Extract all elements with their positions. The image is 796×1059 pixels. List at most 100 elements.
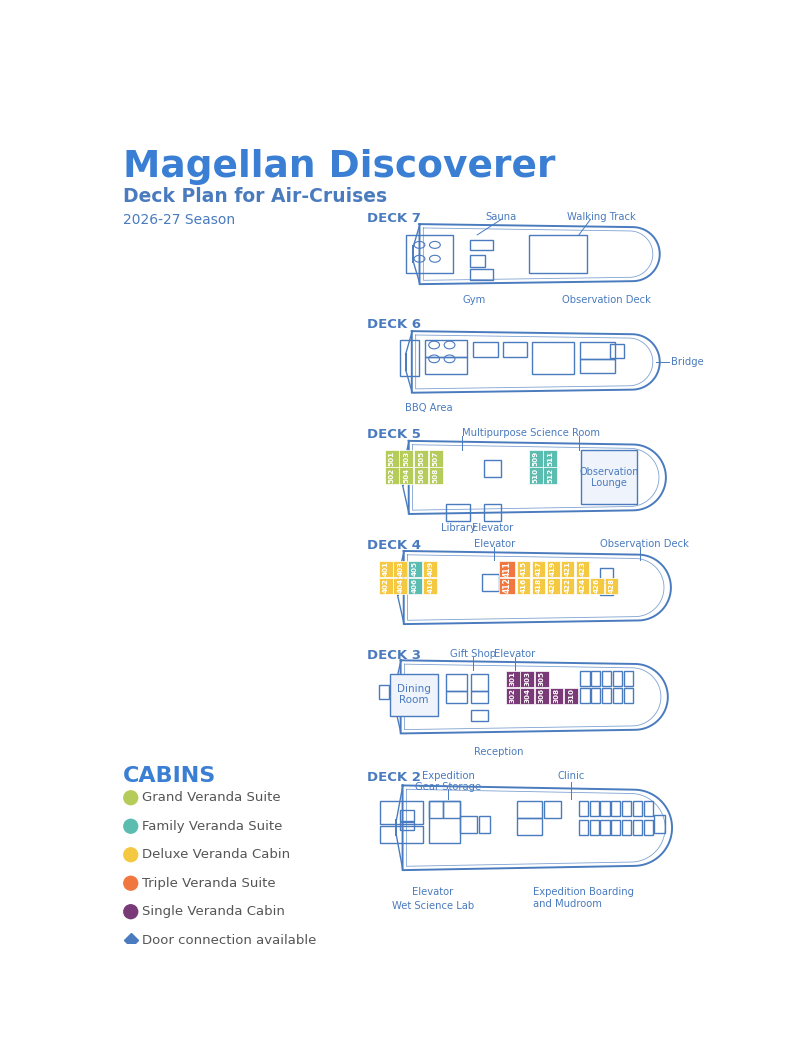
- Bar: [580, 670, 590, 686]
- Bar: [379, 685, 389, 699]
- Text: Walking Track: Walking Track: [568, 212, 636, 221]
- Text: 405: 405: [412, 561, 418, 576]
- Bar: [579, 820, 588, 836]
- Text: DECK 7: DECK 7: [367, 212, 421, 225]
- Bar: [474, 342, 498, 357]
- Text: Multipurpose Science Room: Multipurpose Science Room: [462, 428, 600, 438]
- Text: 420: 420: [550, 578, 556, 593]
- Text: 428: 428: [609, 578, 615, 593]
- Text: 418: 418: [536, 578, 541, 593]
- Text: 410: 410: [427, 578, 433, 593]
- Text: 2026-27 Season: 2026-27 Season: [123, 213, 235, 228]
- Circle shape: [124, 820, 138, 833]
- Text: 310: 310: [568, 688, 574, 703]
- Bar: [407, 235, 453, 273]
- Text: Door connection available: Door connection available: [142, 934, 317, 947]
- Bar: [482, 574, 499, 591]
- Bar: [561, 560, 574, 577]
- Text: Clinic: Clinic: [557, 771, 585, 780]
- Bar: [532, 560, 545, 577]
- Circle shape: [124, 876, 138, 891]
- Bar: [470, 269, 493, 280]
- Text: Elevator: Elevator: [412, 887, 453, 897]
- Text: DECK 4: DECK 4: [367, 539, 421, 552]
- Bar: [576, 560, 589, 577]
- Bar: [633, 801, 642, 816]
- Text: 421: 421: [564, 561, 571, 576]
- Text: 409: 409: [427, 561, 433, 576]
- Bar: [535, 670, 549, 687]
- Bar: [611, 801, 620, 816]
- Bar: [471, 710, 488, 721]
- Bar: [544, 801, 561, 818]
- Text: Wet Science Lab: Wet Science Lab: [392, 901, 474, 911]
- Text: 501: 501: [388, 451, 395, 466]
- Bar: [517, 577, 530, 594]
- Bar: [429, 801, 459, 843]
- Bar: [600, 801, 610, 816]
- Bar: [529, 450, 543, 467]
- Text: Elevator: Elevator: [474, 539, 515, 549]
- Bar: [602, 687, 611, 703]
- Text: 305: 305: [539, 671, 545, 686]
- Text: 505: 505: [418, 451, 424, 466]
- Text: DECK 2: DECK 2: [367, 771, 421, 784]
- Bar: [429, 467, 443, 484]
- Text: 506: 506: [418, 468, 424, 483]
- Bar: [400, 823, 414, 830]
- Bar: [393, 577, 408, 594]
- Bar: [425, 340, 467, 357]
- Bar: [561, 577, 574, 594]
- Bar: [532, 342, 574, 374]
- Bar: [581, 450, 637, 504]
- Text: Observation Deck: Observation Deck: [600, 539, 689, 549]
- Bar: [505, 687, 520, 704]
- Text: 419: 419: [550, 561, 556, 576]
- Bar: [600, 820, 610, 836]
- Bar: [564, 687, 578, 704]
- Text: DECK 5: DECK 5: [367, 428, 421, 442]
- Bar: [579, 801, 588, 816]
- Text: 424: 424: [579, 578, 585, 593]
- Bar: [623, 687, 633, 703]
- Text: 426: 426: [594, 578, 600, 593]
- Bar: [517, 560, 530, 577]
- Text: Deluxe Veranda Cabin: Deluxe Veranda Cabin: [142, 848, 291, 861]
- Text: 507: 507: [433, 451, 439, 466]
- Bar: [400, 810, 414, 821]
- Text: 509: 509: [533, 451, 539, 466]
- Bar: [590, 820, 599, 836]
- Text: Triple Veranda Suite: Triple Veranda Suite: [142, 877, 276, 890]
- Text: 415: 415: [521, 561, 527, 576]
- Bar: [379, 577, 392, 594]
- Text: Observation Deck: Observation Deck: [562, 295, 651, 305]
- Bar: [600, 568, 613, 580]
- Bar: [505, 670, 520, 687]
- Circle shape: [124, 848, 138, 862]
- Text: 412: 412: [502, 578, 512, 593]
- Text: 417: 417: [536, 561, 541, 576]
- Text: 404: 404: [397, 578, 404, 593]
- Text: 423: 423: [579, 561, 585, 576]
- Bar: [644, 801, 653, 816]
- Bar: [576, 577, 589, 594]
- Bar: [611, 820, 620, 836]
- Text: Gym: Gym: [462, 295, 486, 305]
- Bar: [654, 814, 665, 833]
- Text: 512: 512: [548, 468, 553, 483]
- Bar: [517, 801, 542, 818]
- Bar: [591, 577, 603, 594]
- Bar: [517, 818, 542, 834]
- Bar: [380, 826, 423, 843]
- Bar: [544, 467, 557, 484]
- Circle shape: [124, 904, 138, 918]
- Bar: [591, 670, 600, 686]
- Bar: [633, 820, 642, 836]
- Text: 401: 401: [383, 561, 388, 576]
- Text: 402: 402: [383, 578, 388, 593]
- Text: 403: 403: [397, 561, 404, 576]
- Text: 416: 416: [521, 578, 527, 593]
- Bar: [622, 801, 631, 816]
- Bar: [547, 560, 560, 577]
- Text: Elevator: Elevator: [494, 649, 536, 659]
